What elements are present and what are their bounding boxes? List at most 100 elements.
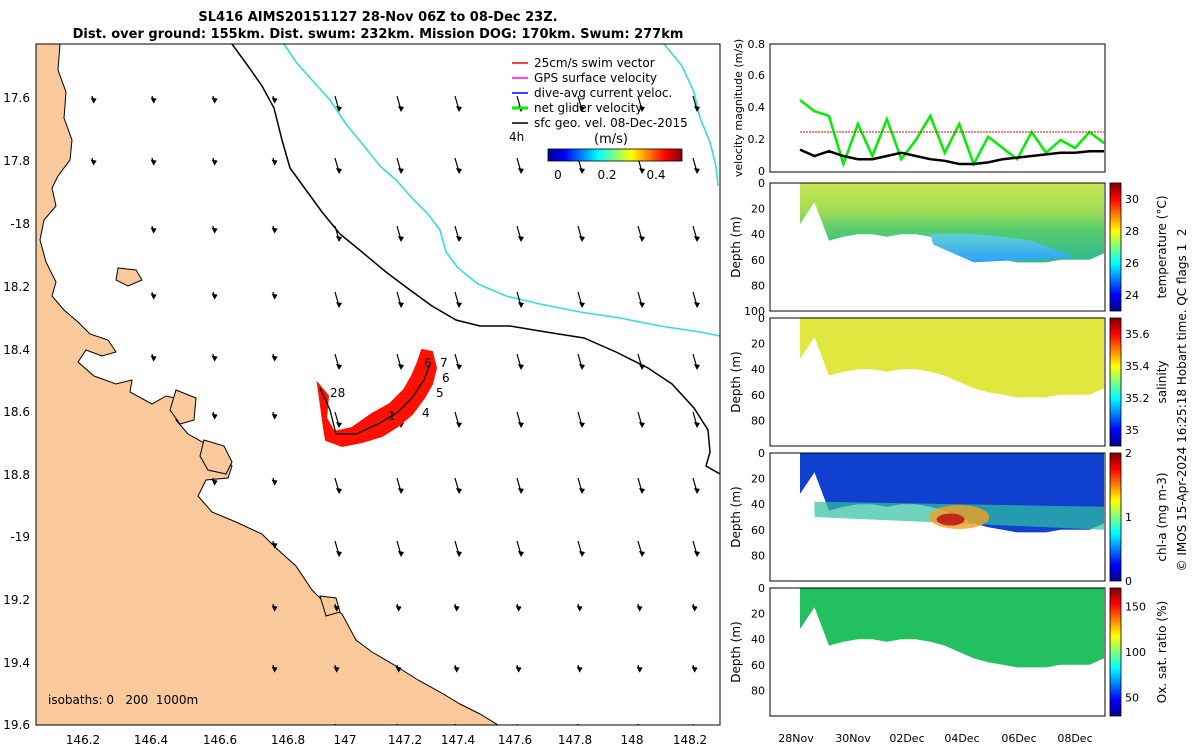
velocity-series [799, 99, 1105, 168]
map-y-tick: 18.8 [3, 468, 30, 482]
depth-tick: 80 [751, 549, 765, 562]
depth-axis-label: Depth (m) [729, 486, 743, 547]
track-day-label: 6 [442, 371, 450, 385]
geo-velocity-arrowhead [150, 159, 157, 166]
geo-velocity-arrowhead [694, 422, 700, 428]
geo-velocity-arrowhead [398, 551, 404, 557]
geo-velocity-arrowhead [395, 666, 402, 673]
geo-velocity-arrowhead [639, 551, 645, 557]
chart-title-line-2: Dist. over ground: 155km. Dist. swum: 23… [72, 27, 684, 42]
geo-velocity-arrowhead [579, 236, 585, 242]
geo-velocity-arrowhead [456, 236, 462, 242]
geo-velocity-arrowhead [518, 168, 524, 174]
depth-tick: 20 [751, 338, 765, 351]
track-day-label: 7 [440, 356, 448, 370]
velocity-y-tick: 0.8 [748, 38, 766, 51]
depth-tick: 60 [751, 389, 765, 402]
colorbar-label: temperature (°C) [1155, 196, 1169, 299]
geo-velocity-arrowhead [518, 302, 524, 308]
track-day-labels: 28 1 4 5 6 7 6 [330, 356, 450, 423]
map-panel: 146.2 146.4 146.6 146.8 147 147.2 147.4 … [3, 43, 721, 747]
colorbar-tick: 24 [1125, 289, 1139, 302]
geo-velocity-arrowhead [453, 605, 460, 612]
isobath-1000m-north [663, 44, 719, 187]
section-colorbar [1109, 452, 1122, 582]
colorbar-label: Ox. sat. ratio (%) [1155, 601, 1169, 703]
geo-velocity-arrowhead [336, 106, 342, 112]
map-x-ticks: 146.2 146.4 146.6 146.8 147 147.2 147.4 … [66, 733, 707, 747]
island-hinchinbrook [169, 389, 197, 425]
map-y-tick: 18.2 [3, 280, 30, 294]
map-y-tick: 19.6 [3, 718, 30, 732]
section-colorbar [1109, 317, 1122, 447]
legend-label: sfc geo. vel. 08-Dec-2015 [534, 116, 688, 130]
geo-velocity-arrowhead [395, 605, 402, 612]
geo-velocity-arrowhead [336, 551, 342, 557]
geo-velocity-arrowhead [271, 605, 278, 612]
map-y-tick: 17.6 [3, 91, 30, 105]
section-colorbar [1109, 587, 1122, 717]
colorbar-tick: 26 [1125, 257, 1139, 270]
glider-track-line [319, 363, 431, 435]
geo-velocity-arrowhead [579, 488, 585, 494]
legend-label: net glider velocity [534, 101, 642, 115]
section-panel-salinity: 0 20 40 60 80 Depth (m) 35 35.2 35.4 35.6 salinity [729, 312, 1169, 447]
depth-tick: 0 [758, 447, 765, 460]
geo-velocity-arrowhead [637, 726, 643, 732]
geo-velocity-arrowhead [334, 726, 340, 732]
section-frame [769, 452, 1106, 582]
depth-ticks: 0 20 40 60 80 [751, 582, 765, 697]
geo-velocity-arrowhead [639, 236, 645, 242]
depth-ticks: 0 20 40 60 80 100 [744, 177, 765, 318]
time-tick: 08Dec [1057, 732, 1092, 745]
geo-velocity-arrowhead [271, 413, 278, 420]
velocity-series-line [799, 148, 1104, 166]
geo-velocity-arrowhead [518, 488, 524, 494]
geo-velocity-arrowhead [694, 302, 700, 308]
island-palm-group [199, 439, 233, 475]
map-y-tick: 18.4 [3, 343, 30, 357]
map-frame [35, 43, 721, 726]
map-x-tick: 146.2 [66, 733, 100, 747]
colorbar-tick: 1 [1125, 511, 1132, 524]
map-x-tick: 147 [334, 733, 357, 747]
colorbar-label: salinity [1155, 360, 1169, 403]
geo-velocity-arrowhead [576, 605, 583, 612]
geo-velocity-arrowhead [333, 666, 340, 673]
time-tick: 06Dec [1001, 732, 1036, 745]
depth-tick: 40 [751, 228, 765, 241]
geo-velocity-arrowhead [456, 364, 462, 370]
colorbar-tick: 28 [1125, 225, 1139, 238]
geo-velocity-arrowhead [453, 666, 460, 673]
section-frame [769, 587, 1106, 717]
colorbar-tick: 0 [554, 168, 562, 182]
map-x-tick: 147.6 [498, 733, 532, 747]
legend-label: GPS surface velocity [534, 71, 657, 85]
map-y-tick: 18.6 [3, 405, 30, 419]
geo-velocity-arrowhead [636, 666, 643, 673]
geo-velocity-arrowhead [579, 302, 585, 308]
time-tick: 28Nov [778, 732, 814, 745]
geo-velocity-arrowhead [456, 488, 462, 494]
section-fill-body [800, 588, 1104, 668]
section-fill [800, 453, 1104, 533]
chart-title-line-1: SL416 AIMS20151127 28-Nov 06Z to 08-Dec … [198, 10, 558, 25]
map-x-tick: 146.8 [271, 733, 305, 747]
track-day-label: 28 [330, 386, 345, 400]
geo-velocity-arrowhead [336, 302, 342, 308]
geo-velocity-arrowhead [333, 605, 340, 612]
geo-velocity-arrowhead [518, 364, 524, 370]
section-chl-peak [936, 513, 965, 526]
colorbar-tick: 35.4 [1125, 360, 1150, 373]
depth-tick: 80 [751, 414, 765, 427]
track-day-label: 1 [388, 409, 396, 423]
depth-tick: 40 [751, 633, 765, 646]
depth-ticks: 0 20 40 60 80 [751, 447, 765, 562]
geo-velocity-arrowhead [211, 159, 218, 166]
map-x-tick: 147.2 [388, 733, 422, 747]
depth-tick: 80 [751, 279, 765, 292]
geo-velocity-arrowhead [639, 488, 645, 494]
geo-velocity-arrowhead [398, 488, 404, 494]
geo-velocity-arrowhead [579, 422, 585, 428]
geo-velocity-arrowhead [211, 293, 218, 300]
